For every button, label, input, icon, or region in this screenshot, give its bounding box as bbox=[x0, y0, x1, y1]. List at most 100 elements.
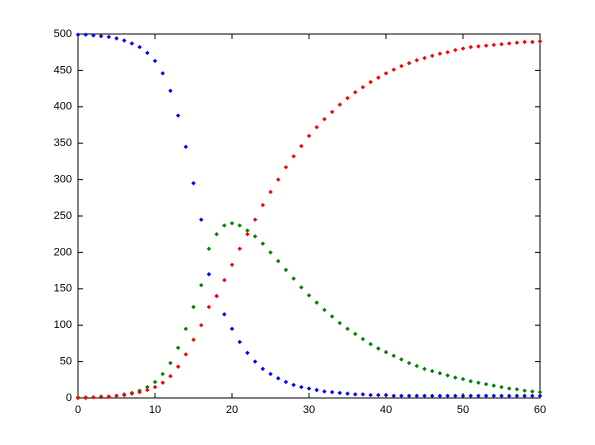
point bbox=[299, 143, 304, 149]
point bbox=[229, 326, 235, 332]
point bbox=[329, 314, 335, 319]
x-tick-label: 20 bbox=[226, 404, 238, 416]
point bbox=[453, 47, 458, 53]
point bbox=[468, 379, 473, 384]
point bbox=[460, 376, 466, 382]
point bbox=[491, 42, 496, 48]
point bbox=[437, 371, 443, 376]
point bbox=[537, 393, 543, 399]
y-tick-label: 100 bbox=[54, 319, 72, 331]
point bbox=[468, 393, 473, 399]
point bbox=[129, 41, 135, 46]
point bbox=[345, 391, 350, 396]
point bbox=[260, 366, 265, 372]
point bbox=[183, 326, 188, 332]
point bbox=[399, 63, 404, 69]
point bbox=[160, 380, 165, 385]
point bbox=[430, 368, 435, 374]
point bbox=[291, 382, 296, 388]
point bbox=[414, 393, 419, 399]
point bbox=[430, 393, 435, 399]
point bbox=[460, 393, 466, 399]
point bbox=[514, 40, 520, 45]
point bbox=[168, 88, 173, 93]
point bbox=[537, 39, 543, 44]
point bbox=[229, 262, 235, 267]
x-tick-label: 40 bbox=[380, 404, 392, 416]
point bbox=[199, 323, 204, 328]
point bbox=[237, 223, 242, 228]
point bbox=[406, 360, 412, 366]
point bbox=[276, 376, 281, 381]
point bbox=[91, 33, 96, 38]
point bbox=[406, 60, 412, 66]
point bbox=[229, 221, 235, 226]
point bbox=[291, 154, 296, 159]
y-tick-label: 300 bbox=[54, 174, 72, 186]
point bbox=[514, 387, 520, 392]
x-tick-label: 0 bbox=[75, 404, 81, 416]
point bbox=[368, 392, 373, 398]
y-tick-label: 150 bbox=[54, 283, 72, 295]
point bbox=[168, 360, 173, 366]
point bbox=[453, 393, 458, 399]
point bbox=[414, 363, 419, 369]
point bbox=[345, 326, 350, 332]
point bbox=[530, 39, 535, 45]
point bbox=[260, 241, 265, 246]
point bbox=[306, 133, 312, 139]
point bbox=[345, 95, 350, 101]
point bbox=[522, 393, 527, 399]
point bbox=[422, 366, 427, 372]
point bbox=[430, 53, 435, 59]
point bbox=[283, 165, 289, 170]
point bbox=[168, 373, 173, 379]
point bbox=[191, 181, 196, 186]
plot-frame bbox=[77, 33, 541, 399]
y-tick-label: 50 bbox=[60, 356, 72, 368]
point bbox=[322, 389, 327, 394]
point bbox=[98, 33, 104, 39]
point bbox=[383, 349, 389, 355]
point bbox=[337, 390, 342, 396]
point bbox=[514, 393, 520, 399]
point bbox=[522, 39, 527, 45]
point bbox=[183, 144, 188, 150]
point bbox=[245, 228, 250, 233]
point bbox=[483, 381, 489, 387]
point bbox=[399, 357, 404, 362]
point bbox=[306, 293, 312, 298]
point bbox=[152, 379, 158, 385]
point bbox=[483, 393, 489, 399]
point bbox=[145, 50, 150, 56]
point bbox=[106, 34, 111, 40]
point bbox=[322, 307, 327, 313]
point bbox=[491, 393, 496, 399]
point bbox=[160, 71, 165, 76]
point bbox=[537, 389, 543, 395]
y-tick-label: 450 bbox=[54, 64, 72, 76]
point bbox=[399, 393, 404, 399]
point bbox=[75, 395, 81, 401]
y-tick-label: 200 bbox=[54, 246, 72, 258]
point bbox=[252, 359, 258, 364]
point bbox=[222, 223, 227, 228]
point bbox=[499, 41, 504, 47]
point bbox=[383, 71, 389, 76]
point bbox=[260, 202, 265, 208]
point bbox=[368, 79, 373, 85]
point bbox=[291, 276, 296, 281]
point bbox=[507, 393, 512, 399]
point bbox=[276, 177, 281, 182]
point bbox=[368, 341, 373, 347]
y-tick-label: 500 bbox=[54, 28, 72, 40]
point bbox=[306, 386, 312, 391]
point bbox=[314, 387, 319, 393]
point bbox=[322, 116, 327, 122]
point bbox=[406, 393, 412, 399]
point bbox=[283, 379, 289, 385]
point bbox=[437, 393, 443, 399]
point bbox=[376, 346, 381, 351]
point bbox=[353, 90, 358, 95]
